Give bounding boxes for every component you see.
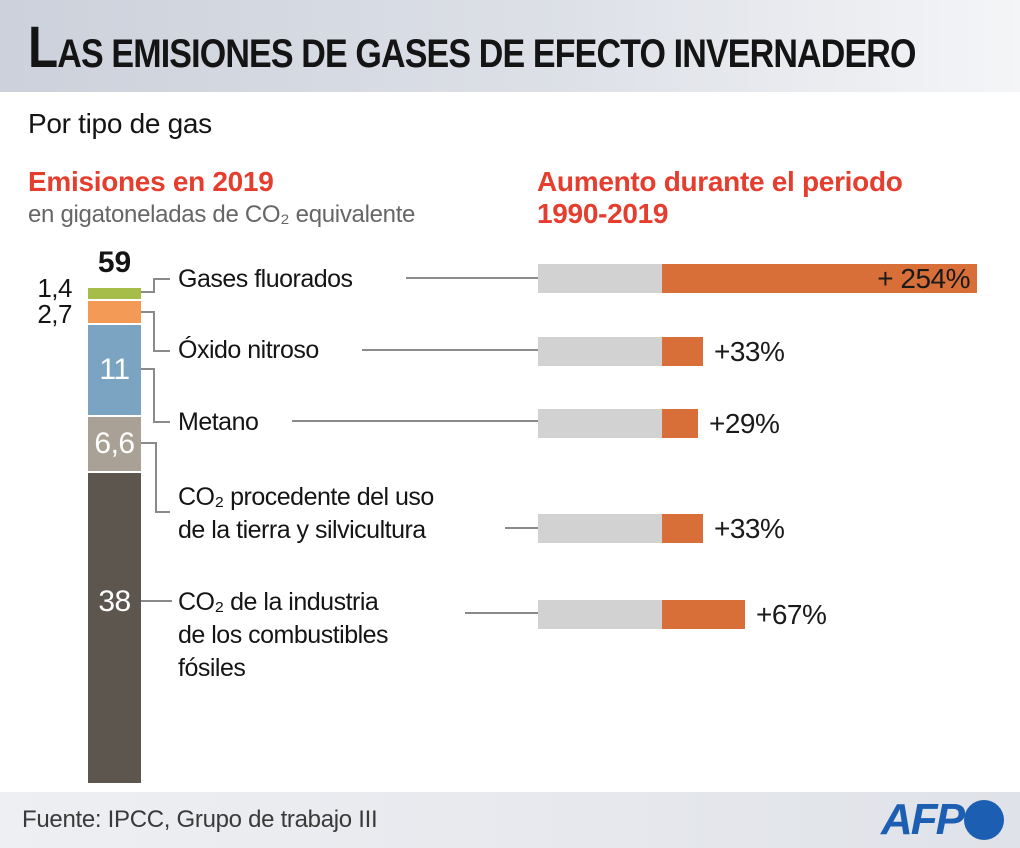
header-band: LAS EMISIONES DE GASES DE EFECTO INVERNA… xyxy=(0,0,1020,92)
afp-logo: AFP xyxy=(881,798,1004,842)
leader-line xyxy=(292,420,538,422)
segment-value-metano: 11 xyxy=(99,353,130,386)
afp-logo-text: AFP xyxy=(881,795,965,844)
increase-row-metano: +29% xyxy=(538,408,780,439)
leader-line xyxy=(155,442,157,513)
right-column-header: Aumento durante el periodo 1990-2019 xyxy=(537,166,903,230)
label-line: Óxido nitroso xyxy=(178,336,319,364)
label-co2-tierra: CO₂ procedente del uso de la tierra y si… xyxy=(178,481,434,547)
segment-value-co2-tierra: 6,6 xyxy=(94,427,135,460)
label-metano: Metano xyxy=(178,406,259,439)
label-line: Gases fluorados xyxy=(178,265,353,293)
afp-logo-circle-icon xyxy=(964,800,1004,840)
increase-value: + 254% xyxy=(877,263,970,294)
label-line: de los combustibles xyxy=(178,621,389,649)
leader-line xyxy=(153,311,155,352)
increase-row-co2-tierra: +33% xyxy=(538,513,785,544)
subtitle: Por tipo de gas xyxy=(28,108,212,139)
label-co2-industria: CO₂ de la industria de los combustibles … xyxy=(178,586,389,685)
right-heading-line2: 1990-2019 xyxy=(537,198,669,229)
stacked-bar: 11 6,6 38 xyxy=(88,288,141,783)
leader-line xyxy=(141,291,155,293)
leader-line xyxy=(153,350,170,352)
leader-line xyxy=(153,278,170,280)
label-line: Metano xyxy=(178,408,259,436)
leader-line xyxy=(406,277,538,279)
label-line: de la tierra y silvicultura xyxy=(178,516,426,544)
increase-row-gases-fluorados: + 254% xyxy=(538,264,977,293)
label-line: fósiles xyxy=(178,654,246,682)
increase-value: +33% xyxy=(714,513,785,544)
stacked-bar-total: 59 xyxy=(97,246,132,279)
segment-value-nitroso: 2,7 xyxy=(37,299,72,329)
leader-line xyxy=(362,349,538,351)
leader-line xyxy=(505,527,538,529)
increase-bar xyxy=(662,409,698,438)
segment-co2-tierra: 6,6 xyxy=(88,417,141,471)
segment-co2-industria: 38 xyxy=(88,473,141,783)
leader-line xyxy=(155,511,170,513)
increase-bar xyxy=(662,600,745,629)
page-title: LAS EMISIONES DE GASES DE EFECTO INVERNA… xyxy=(28,15,916,80)
baseline-bar xyxy=(538,600,662,629)
leader-line xyxy=(141,442,157,444)
baseline-bar xyxy=(538,514,662,543)
increase-value: +29% xyxy=(709,408,780,439)
label-line: CO₂ procedente del uso xyxy=(178,483,434,511)
leader-line xyxy=(153,421,170,423)
segment-value-fluorados: 1,4 xyxy=(37,273,72,303)
increase-value: +33% xyxy=(714,336,785,367)
baseline-bar xyxy=(538,264,662,293)
left-heading: Emisiones en 2019 xyxy=(28,166,274,197)
segment-oxido-nitroso xyxy=(88,301,141,323)
leader-line xyxy=(141,600,172,602)
leader-line xyxy=(153,368,155,423)
label-line: CO₂ de la industria xyxy=(178,588,379,616)
segment-metano: 11 xyxy=(88,325,141,415)
right-heading-line1: Aumento durante el periodo xyxy=(537,166,903,197)
segment-gases-fluorados xyxy=(88,288,141,299)
leader-line xyxy=(141,368,155,370)
increase-bar xyxy=(662,514,703,543)
left-column-header: Emisiones en 2019 en gigatoneladas de CO… xyxy=(28,166,415,232)
increase-row-oxido-nitroso: +33% xyxy=(538,336,785,367)
baseline-bar xyxy=(538,409,662,438)
leader-line xyxy=(153,278,155,293)
leader-line xyxy=(465,612,538,614)
left-subheading: en gigatoneladas de CO₂ equivalente xyxy=(28,201,416,228)
leader-line xyxy=(141,311,155,313)
increase-value: +67% xyxy=(756,599,827,630)
source-credit: Fuente: IPCC, Grupo de trabajo III xyxy=(22,806,378,833)
label-oxido-nitroso: Óxido nitroso xyxy=(178,334,319,367)
footer-band: Fuente: IPCC, Grupo de trabajo III AFP xyxy=(0,792,1020,848)
increase-bar xyxy=(662,337,703,366)
baseline-bar xyxy=(538,337,662,366)
label-gases-fluorados: Gases fluorados xyxy=(178,263,353,296)
segment-value-co2-industria: 38 xyxy=(98,585,131,618)
increase-row-co2-industria: +67% xyxy=(538,599,827,630)
increase-bar: + 254% xyxy=(662,264,977,293)
